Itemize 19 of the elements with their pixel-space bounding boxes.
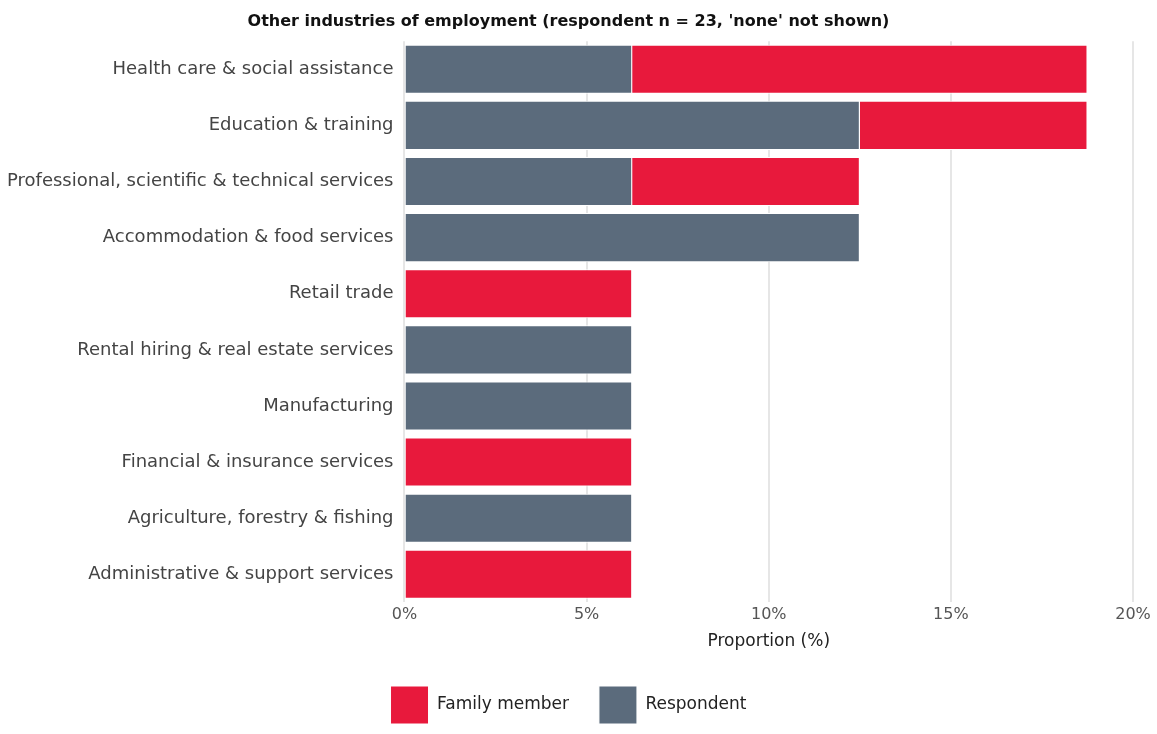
chart-title: Other industries of employment (respondent n = 23, 'none' not shown) [247,10,890,30]
x-tick-label: 0% [391,604,418,624]
legend-label: Family member [437,693,569,714]
y-tick-label: Professional, scientific & technical services [7,169,394,191]
y-tick-label: Administrative & support services [88,562,394,584]
x-tick-label: 10% [750,604,787,624]
y-tick-label: Retail trade [288,281,394,303]
x-tick-label: 15% [933,604,969,624]
y-tick-label: Financial & insurance services [121,449,394,471]
y-tick-label: Manufacturing [263,393,394,415]
x-axis-title: Proportion (%) [707,630,831,651]
x-tick-label: 20% [1115,604,1151,624]
legend-label: Respondent [645,693,747,714]
y-tick-label: Health care & social assistance [112,56,394,78]
y-tick-label: Accommodation & food services [102,225,394,247]
y-tick-label: Rental hiring & real estate services [77,337,394,359]
y-tick-label: Education & training [208,113,394,135]
y-tick-label: Agriculture, forestry & fishing [127,505,394,527]
x-tick-label: 5% [573,604,600,624]
